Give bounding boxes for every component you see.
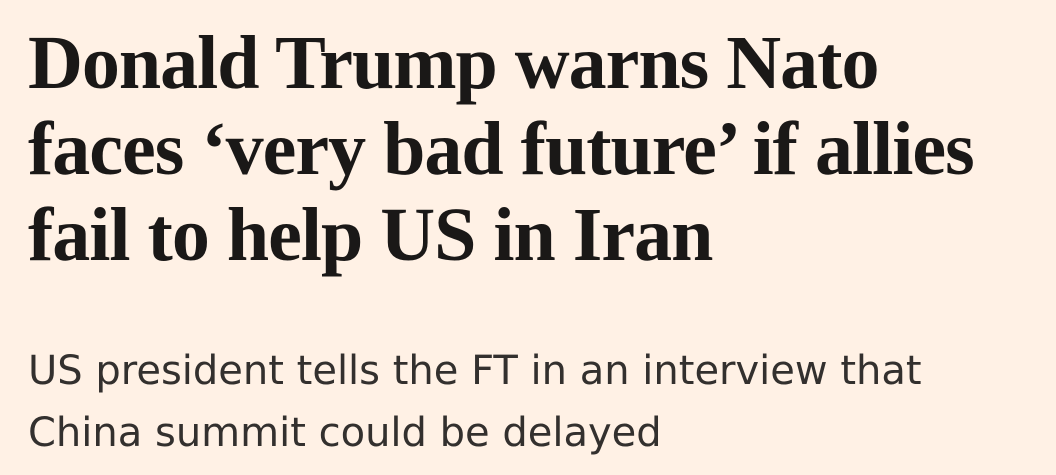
headline: Donald Trump warns Nato faces ‘very bad … xyxy=(28,21,975,277)
standfirst: US president tells the FT in an intervie… xyxy=(28,348,922,456)
